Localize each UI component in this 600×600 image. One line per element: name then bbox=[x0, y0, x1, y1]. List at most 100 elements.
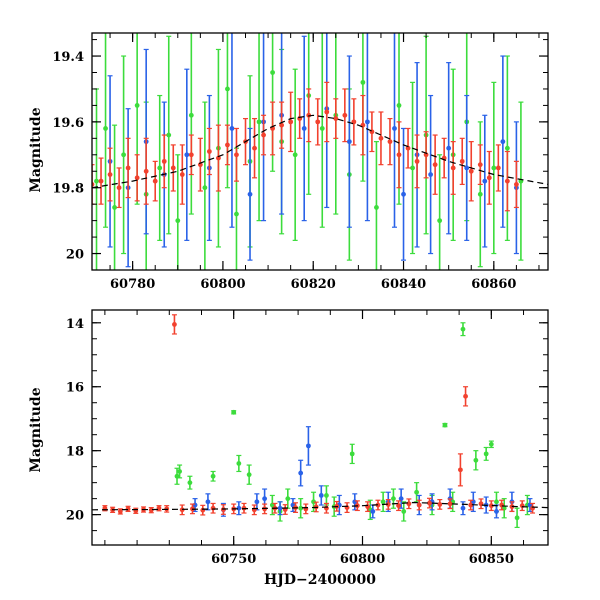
bottom-series-0 bbox=[174, 322, 530, 529]
top-point bbox=[121, 152, 127, 158]
bottom-point bbox=[460, 326, 466, 332]
bottom-point bbox=[398, 496, 404, 502]
top-ytick-label: 19.6 bbox=[52, 116, 84, 131]
bottom-point bbox=[236, 505, 242, 511]
top-point bbox=[315, 119, 321, 125]
bottom-point bbox=[187, 480, 193, 486]
top-point bbox=[134, 103, 140, 108]
top-ylabel: Magnitude bbox=[28, 107, 44, 192]
top-point bbox=[279, 122, 285, 128]
top-point bbox=[477, 191, 483, 197]
top-point bbox=[170, 165, 176, 171]
bottom-point bbox=[463, 393, 468, 399]
top-plot-area bbox=[92, 33, 548, 270]
bottom-point bbox=[125, 506, 131, 512]
top-point bbox=[468, 168, 474, 174]
bottom-ytick-label: 20 bbox=[66, 509, 84, 524]
bottom-point bbox=[494, 509, 499, 514]
top-xtick-label: 60860 bbox=[471, 277, 516, 292]
top-point bbox=[206, 149, 212, 154]
bottom-point bbox=[401, 509, 407, 514]
bottom-point bbox=[416, 502, 422, 508]
top-point bbox=[143, 168, 149, 174]
top-point bbox=[157, 165, 163, 171]
bottom-point bbox=[298, 505, 304, 511]
top-point bbox=[387, 139, 393, 145]
top-point bbox=[464, 165, 470, 171]
top-series-0 bbox=[94, 33, 524, 270]
top-point bbox=[414, 158, 420, 164]
bottom-point bbox=[468, 502, 474, 508]
top-point bbox=[378, 135, 384, 141]
bottom-point bbox=[254, 499, 260, 505]
top-point bbox=[486, 175, 492, 181]
top-xtick-label: 60820 bbox=[291, 277, 336, 292]
bottom-plot-area bbox=[92, 314, 548, 529]
top-point bbox=[216, 155, 221, 161]
top-point bbox=[423, 152, 429, 158]
bottom-point bbox=[117, 509, 123, 514]
bottom-point bbox=[324, 493, 329, 498]
top-point bbox=[234, 211, 239, 217]
top-xtick-label: 60840 bbox=[381, 277, 426, 292]
top-point bbox=[504, 178, 510, 184]
top-point bbox=[116, 185, 122, 191]
top-frame bbox=[91, 32, 549, 271]
top-point bbox=[152, 178, 158, 184]
bottom-point bbox=[236, 461, 242, 466]
bottom-point bbox=[488, 503, 494, 509]
top-point bbox=[396, 103, 402, 108]
top-point bbox=[410, 165, 415, 171]
top-point bbox=[495, 165, 501, 171]
top-point bbox=[319, 126, 325, 131]
bottom-point bbox=[447, 501, 453, 507]
bottom-ytick-label: 18 bbox=[66, 445, 84, 460]
top-point bbox=[459, 158, 465, 164]
bottom-point bbox=[177, 469, 182, 474]
bottom-point bbox=[370, 509, 376, 514]
top-point bbox=[500, 139, 506, 145]
bottom-ytick-label: 16 bbox=[66, 381, 84, 396]
bottom-point bbox=[277, 505, 283, 511]
bottom-point bbox=[380, 499, 386, 505]
bottom-point bbox=[172, 321, 177, 327]
top-point bbox=[437, 218, 443, 224]
top-ytick-label: 19.8 bbox=[52, 182, 84, 197]
top-model-curve bbox=[92, 114, 548, 189]
bottom-point bbox=[514, 515, 520, 521]
top-point bbox=[477, 162, 483, 168]
top-point bbox=[229, 126, 235, 131]
top-point bbox=[306, 112, 312, 118]
bottom-point bbox=[205, 499, 211, 505]
bottom-point bbox=[488, 441, 494, 447]
bottom-point bbox=[442, 422, 448, 428]
top-point bbox=[482, 178, 488, 184]
bottom-point bbox=[427, 500, 432, 506]
bottom-point bbox=[246, 472, 252, 478]
top-point bbox=[301, 126, 307, 131]
top-point bbox=[125, 165, 131, 171]
bottom-point bbox=[499, 502, 505, 508]
top-point bbox=[401, 191, 406, 197]
bottom-point bbox=[460, 505, 466, 511]
bottom-point bbox=[396, 503, 401, 509]
top-point bbox=[107, 172, 113, 177]
bottom-point bbox=[385, 501, 391, 507]
top-ytick-label: 20 bbox=[66, 248, 84, 263]
bottom-point bbox=[349, 451, 355, 457]
top-point bbox=[432, 162, 438, 168]
top-xtick-label: 60780 bbox=[110, 277, 155, 292]
bottom-xtick-label: 60750 bbox=[211, 552, 256, 567]
top-point bbox=[292, 152, 298, 158]
bottom-model-curve bbox=[92, 501, 548, 511]
bottom-point bbox=[210, 505, 216, 511]
bottom-point bbox=[483, 451, 489, 457]
bottom-point bbox=[285, 496, 291, 502]
bottom-series-2 bbox=[102, 314, 536, 516]
bottom-point bbox=[391, 496, 396, 502]
bottom-xtick-label: 60800 bbox=[340, 552, 385, 567]
top-point bbox=[428, 172, 434, 177]
bottom-ylabel: Magnitude bbox=[28, 387, 44, 472]
bottom-point bbox=[311, 499, 316, 505]
top-point bbox=[202, 185, 208, 191]
